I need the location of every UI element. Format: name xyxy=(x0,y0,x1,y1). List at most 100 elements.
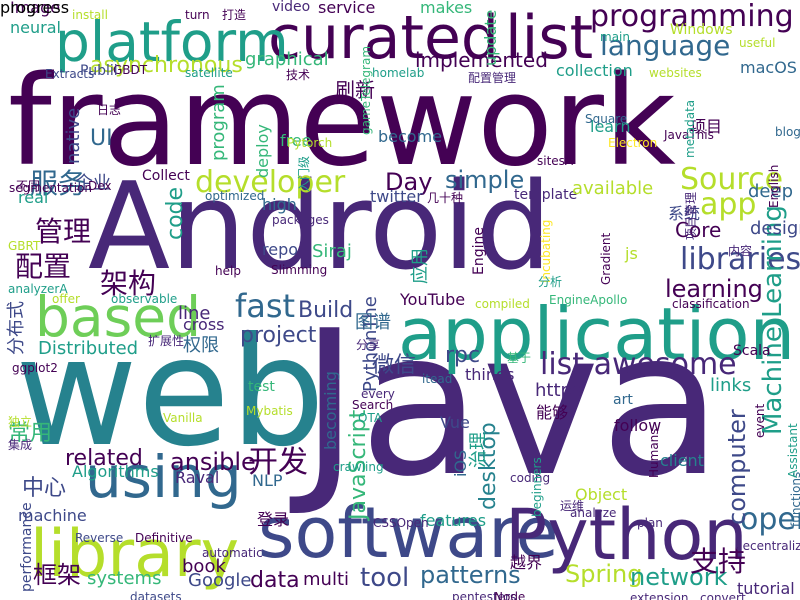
word-raval: Raval xyxy=(175,468,220,487)
word-rizhi: 日志 xyxy=(97,103,122,117)
word-zhongxin: 中心 xyxy=(22,476,67,501)
word-web: web xyxy=(15,306,326,480)
word-follow: follow xyxy=(614,416,662,435)
word-nenggou: 能够 xyxy=(536,403,569,422)
word-rpc: rpc xyxy=(445,343,481,368)
word-automatic: automatic xyxy=(202,546,263,560)
word-framework: framework xyxy=(8,50,676,194)
word-vue: Vue xyxy=(440,413,470,432)
word-things: things xyxy=(465,365,515,384)
word-available: available xyxy=(572,178,654,199)
word-line: line xyxy=(178,303,211,324)
word-image: Image xyxy=(10,0,61,17)
word-cssopen: CSSOpen xyxy=(373,516,429,530)
word-kuangjia: 框架 xyxy=(33,561,81,589)
word-search: Search xyxy=(352,398,394,412)
word-square: Square xyxy=(585,112,628,126)
word-kaifa: 开发 xyxy=(248,445,308,480)
word-links: links xyxy=(710,375,752,396)
word-becoming: becoming xyxy=(321,371,340,450)
word-software: software xyxy=(258,492,559,574)
word-https: https xyxy=(535,380,582,401)
word-features: features xyxy=(420,511,487,530)
word-main: main xyxy=(600,30,630,44)
word-machine: machine xyxy=(18,506,87,525)
word-peizhi: 配置 xyxy=(15,250,72,283)
word-core: Core xyxy=(675,218,722,242)
word-dazao: 打造 xyxy=(222,8,247,22)
word-reverse: Reverse xyxy=(75,531,124,545)
word-cross: cross xyxy=(183,315,225,334)
word-nlp: NLP xyxy=(252,471,283,490)
word-shuaxin: 刷新 xyxy=(335,78,375,102)
word-changyong: 常用 xyxy=(8,421,53,446)
word-coding: coding xyxy=(510,471,551,485)
word-open: open xyxy=(740,502,800,537)
word-assistant: Assistant xyxy=(786,423,800,478)
word-list: list xyxy=(505,3,594,73)
word-tupu: 图谱 xyxy=(355,312,391,333)
word-patterns: patterns xyxy=(420,561,521,589)
word-jicheng: 集成 xyxy=(8,438,33,452)
word-data: data xyxy=(250,568,300,593)
word-app: app xyxy=(700,187,757,222)
word-ota: OTA xyxy=(358,411,383,425)
word-collection: collection xyxy=(556,61,633,80)
word-network: network xyxy=(630,563,728,591)
word-windows: Windows xyxy=(670,22,733,38)
word-book: book xyxy=(182,556,226,577)
word-every: every xyxy=(361,387,395,401)
word-gbrt: GBRT xyxy=(8,239,41,253)
word-day: Day xyxy=(385,168,433,196)
word-extension: extension xyxy=(630,591,689,600)
word-xitong: 系统 xyxy=(668,204,701,223)
word-weixin: 微信 xyxy=(372,353,417,378)
word-test: test xyxy=(248,379,275,395)
word-libraries: libraries xyxy=(680,242,800,277)
word-compiled: compiled xyxy=(475,297,530,311)
word-dex: Dex xyxy=(88,179,112,193)
word-video: video xyxy=(272,0,311,15)
word-developer: developer xyxy=(195,165,346,200)
word-convert: convert xyxy=(700,591,746,600)
word-zhili: 治理 xyxy=(468,432,489,468)
word-homelab: homelab xyxy=(372,66,425,80)
word-makes: makes xyxy=(420,0,473,17)
word-crawling: crawling xyxy=(333,460,384,474)
word-native: native xyxy=(63,107,84,164)
word-javathis: JavaThis xyxy=(664,128,714,142)
word-humans: Humans xyxy=(647,428,661,478)
word-code: code xyxy=(163,186,188,240)
word-real: real xyxy=(18,188,49,207)
word-machine-learning: Machine Learning xyxy=(758,205,788,435)
word-guanli: 管理 xyxy=(35,215,92,248)
word-gametelegram: gameTelegram xyxy=(359,45,373,135)
word-implemented: implemented xyxy=(415,48,548,72)
word-slimming: Slimming xyxy=(271,263,328,277)
word-client: client xyxy=(660,451,704,470)
word-yunwei: 运维 xyxy=(560,499,585,513)
word-program: program xyxy=(208,84,229,161)
word-segmentation: segmentation xyxy=(9,181,92,195)
word-websites: websites xyxy=(649,66,702,80)
word-decentralizing: decentralizing xyxy=(735,539,800,553)
word-denglu: 登录 xyxy=(257,510,290,529)
word-art: art xyxy=(613,392,633,408)
word-beginners: beginners xyxy=(530,457,544,517)
word-computer: computer xyxy=(723,409,751,525)
word-service: service xyxy=(318,0,376,17)
word-publii: Publii xyxy=(80,63,118,79)
word-library: library xyxy=(30,517,240,592)
word-fenxiang: 分享 xyxy=(356,338,381,352)
word-gbdt: GBDT xyxy=(113,63,148,77)
word-twitter: twitter xyxy=(370,187,423,206)
word-deploy: deploy xyxy=(253,124,272,178)
word-siraj: Siraj xyxy=(312,241,352,262)
word-packages: packages xyxy=(272,213,329,227)
word-repo: repo xyxy=(262,240,299,259)
word-metadata: metadata xyxy=(683,99,697,158)
word-engineapollo: EngineApollo xyxy=(549,293,628,307)
word-list-awesome: list awesome xyxy=(540,347,737,382)
word-algorithms: Algorithms xyxy=(72,462,159,481)
word-free: free xyxy=(280,131,312,150)
